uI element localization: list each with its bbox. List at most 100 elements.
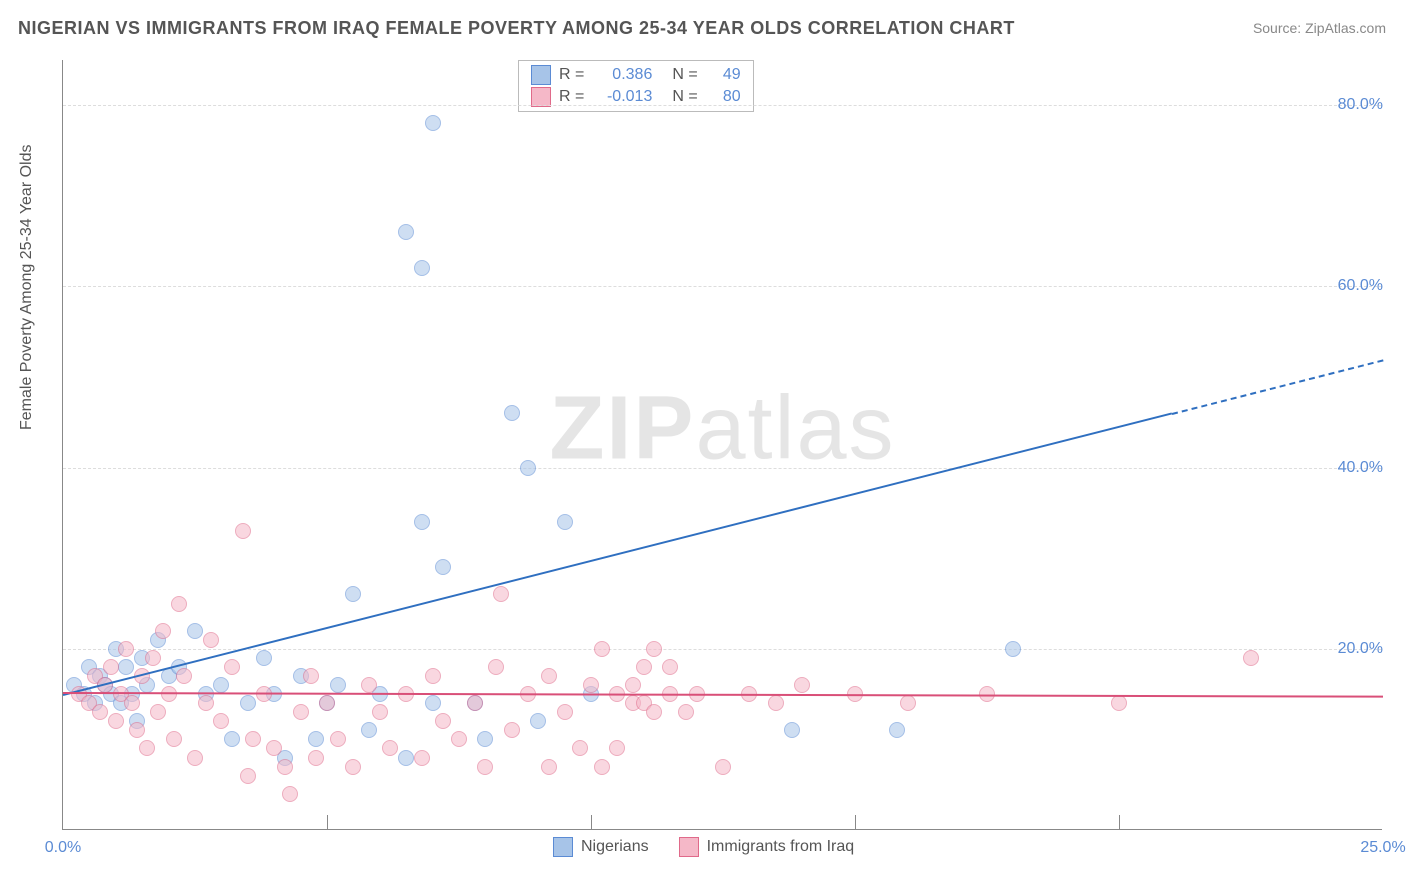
scatter-point xyxy=(361,722,377,738)
scatter-point xyxy=(330,731,346,747)
legend-n-value: 49 xyxy=(706,66,741,84)
scatter-point xyxy=(414,260,430,276)
scatter-point xyxy=(625,677,641,693)
scatter-point xyxy=(277,759,293,775)
scatter-point xyxy=(139,740,155,756)
scatter-point xyxy=(213,677,229,693)
scatter-point xyxy=(92,704,108,720)
y-axis-label: Female Poverty Among 25-34 Year Olds xyxy=(18,145,36,431)
gridline-v xyxy=(591,815,592,830)
scatter-point xyxy=(319,695,335,711)
scatter-point xyxy=(477,731,493,747)
trend-line xyxy=(63,413,1172,696)
legend-swatch xyxy=(531,65,551,85)
scatter-point xyxy=(398,224,414,240)
scatter-point xyxy=(103,659,119,675)
legend-r-value: 0.386 xyxy=(592,66,652,84)
scatter-point xyxy=(594,759,610,775)
legend-swatch xyxy=(553,837,573,857)
source-attribution: Source: ZipAtlas.com xyxy=(1253,20,1386,36)
scatter-point xyxy=(1111,695,1127,711)
legend-swatch xyxy=(679,837,699,857)
scatter-point xyxy=(150,704,166,720)
x-tick-label: 25.0% xyxy=(1360,839,1405,857)
scatter-point xyxy=(330,677,346,693)
y-tick-label: 60.0% xyxy=(1323,277,1383,295)
scatter-point xyxy=(224,731,240,747)
trend-line-dashed xyxy=(1172,359,1384,415)
scatter-point xyxy=(240,768,256,784)
scatter-point xyxy=(398,750,414,766)
watermark: ZIPatlas xyxy=(549,378,895,481)
scatter-point xyxy=(504,405,520,421)
scatter-point xyxy=(124,695,140,711)
legend-n-value: 80 xyxy=(706,88,741,106)
scatter-point xyxy=(541,759,557,775)
scatter-point xyxy=(198,695,214,711)
scatter-point xyxy=(557,514,573,530)
scatter-point xyxy=(345,586,361,602)
scatter-point xyxy=(435,713,451,729)
legend-label: Nigerians xyxy=(581,838,649,856)
scatter-point xyxy=(293,704,309,720)
legend-item: Immigrants from Iraq xyxy=(679,837,855,857)
scatter-point xyxy=(715,759,731,775)
gridline-v xyxy=(855,815,856,830)
plot-area: ZIPatlas R =0.386N =49R =-0.013N =80 Nig… xyxy=(62,60,1382,830)
scatter-point xyxy=(414,750,430,766)
legend-row: R = -0.013 N = 80 xyxy=(531,87,741,107)
legend-r-value: -0.013 xyxy=(592,88,652,106)
scatter-point xyxy=(345,759,361,775)
series-legend: Nigerians Immigrants from Iraq xyxy=(553,837,854,857)
scatter-point xyxy=(108,713,124,729)
watermark-rest: atlas xyxy=(695,379,895,479)
scatter-point xyxy=(477,759,493,775)
scatter-point xyxy=(303,668,319,684)
scatter-point xyxy=(504,722,520,738)
gridline-v xyxy=(1119,815,1120,830)
scatter-point xyxy=(155,623,171,639)
y-tick-label: 40.0% xyxy=(1323,459,1383,477)
scatter-point xyxy=(425,695,441,711)
scatter-point xyxy=(171,596,187,612)
scatter-point xyxy=(425,115,441,131)
scatter-point xyxy=(889,722,905,738)
y-tick-label: 20.0% xyxy=(1323,640,1383,658)
scatter-point xyxy=(1243,650,1259,666)
scatter-point xyxy=(176,668,192,684)
scatter-point xyxy=(266,740,282,756)
legend-r-label: R = xyxy=(559,88,584,106)
scatter-point xyxy=(145,650,161,666)
scatter-point xyxy=(678,704,694,720)
scatter-point xyxy=(594,641,610,657)
scatter-point xyxy=(583,677,599,693)
scatter-point xyxy=(129,722,145,738)
x-tick-label: 0.0% xyxy=(45,839,81,857)
scatter-point xyxy=(662,659,678,675)
scatter-point xyxy=(308,731,324,747)
legend-swatch xyxy=(531,87,551,107)
scatter-point xyxy=(572,740,588,756)
scatter-point xyxy=(187,623,203,639)
scatter-point xyxy=(488,659,504,675)
correlation-legend: R = 0.386 N = 49 R = -0.013 N = 80 xyxy=(518,60,754,112)
scatter-point xyxy=(646,641,662,657)
legend-item: Nigerians xyxy=(553,837,649,857)
scatter-point xyxy=(361,677,377,693)
legend-n-label: N = xyxy=(672,88,697,106)
scatter-point xyxy=(435,559,451,575)
scatter-point xyxy=(493,586,509,602)
scatter-point xyxy=(256,650,272,666)
scatter-point xyxy=(646,704,662,720)
scatter-point xyxy=(187,750,203,766)
scatter-point xyxy=(768,695,784,711)
scatter-point xyxy=(213,713,229,729)
scatter-point xyxy=(900,695,916,711)
scatter-point xyxy=(636,659,652,675)
gridline-h xyxy=(63,105,1382,106)
scatter-point xyxy=(203,632,219,648)
scatter-point xyxy=(235,523,251,539)
scatter-point xyxy=(282,786,298,802)
legend-label: Immigrants from Iraq xyxy=(707,838,855,856)
scatter-point xyxy=(609,740,625,756)
